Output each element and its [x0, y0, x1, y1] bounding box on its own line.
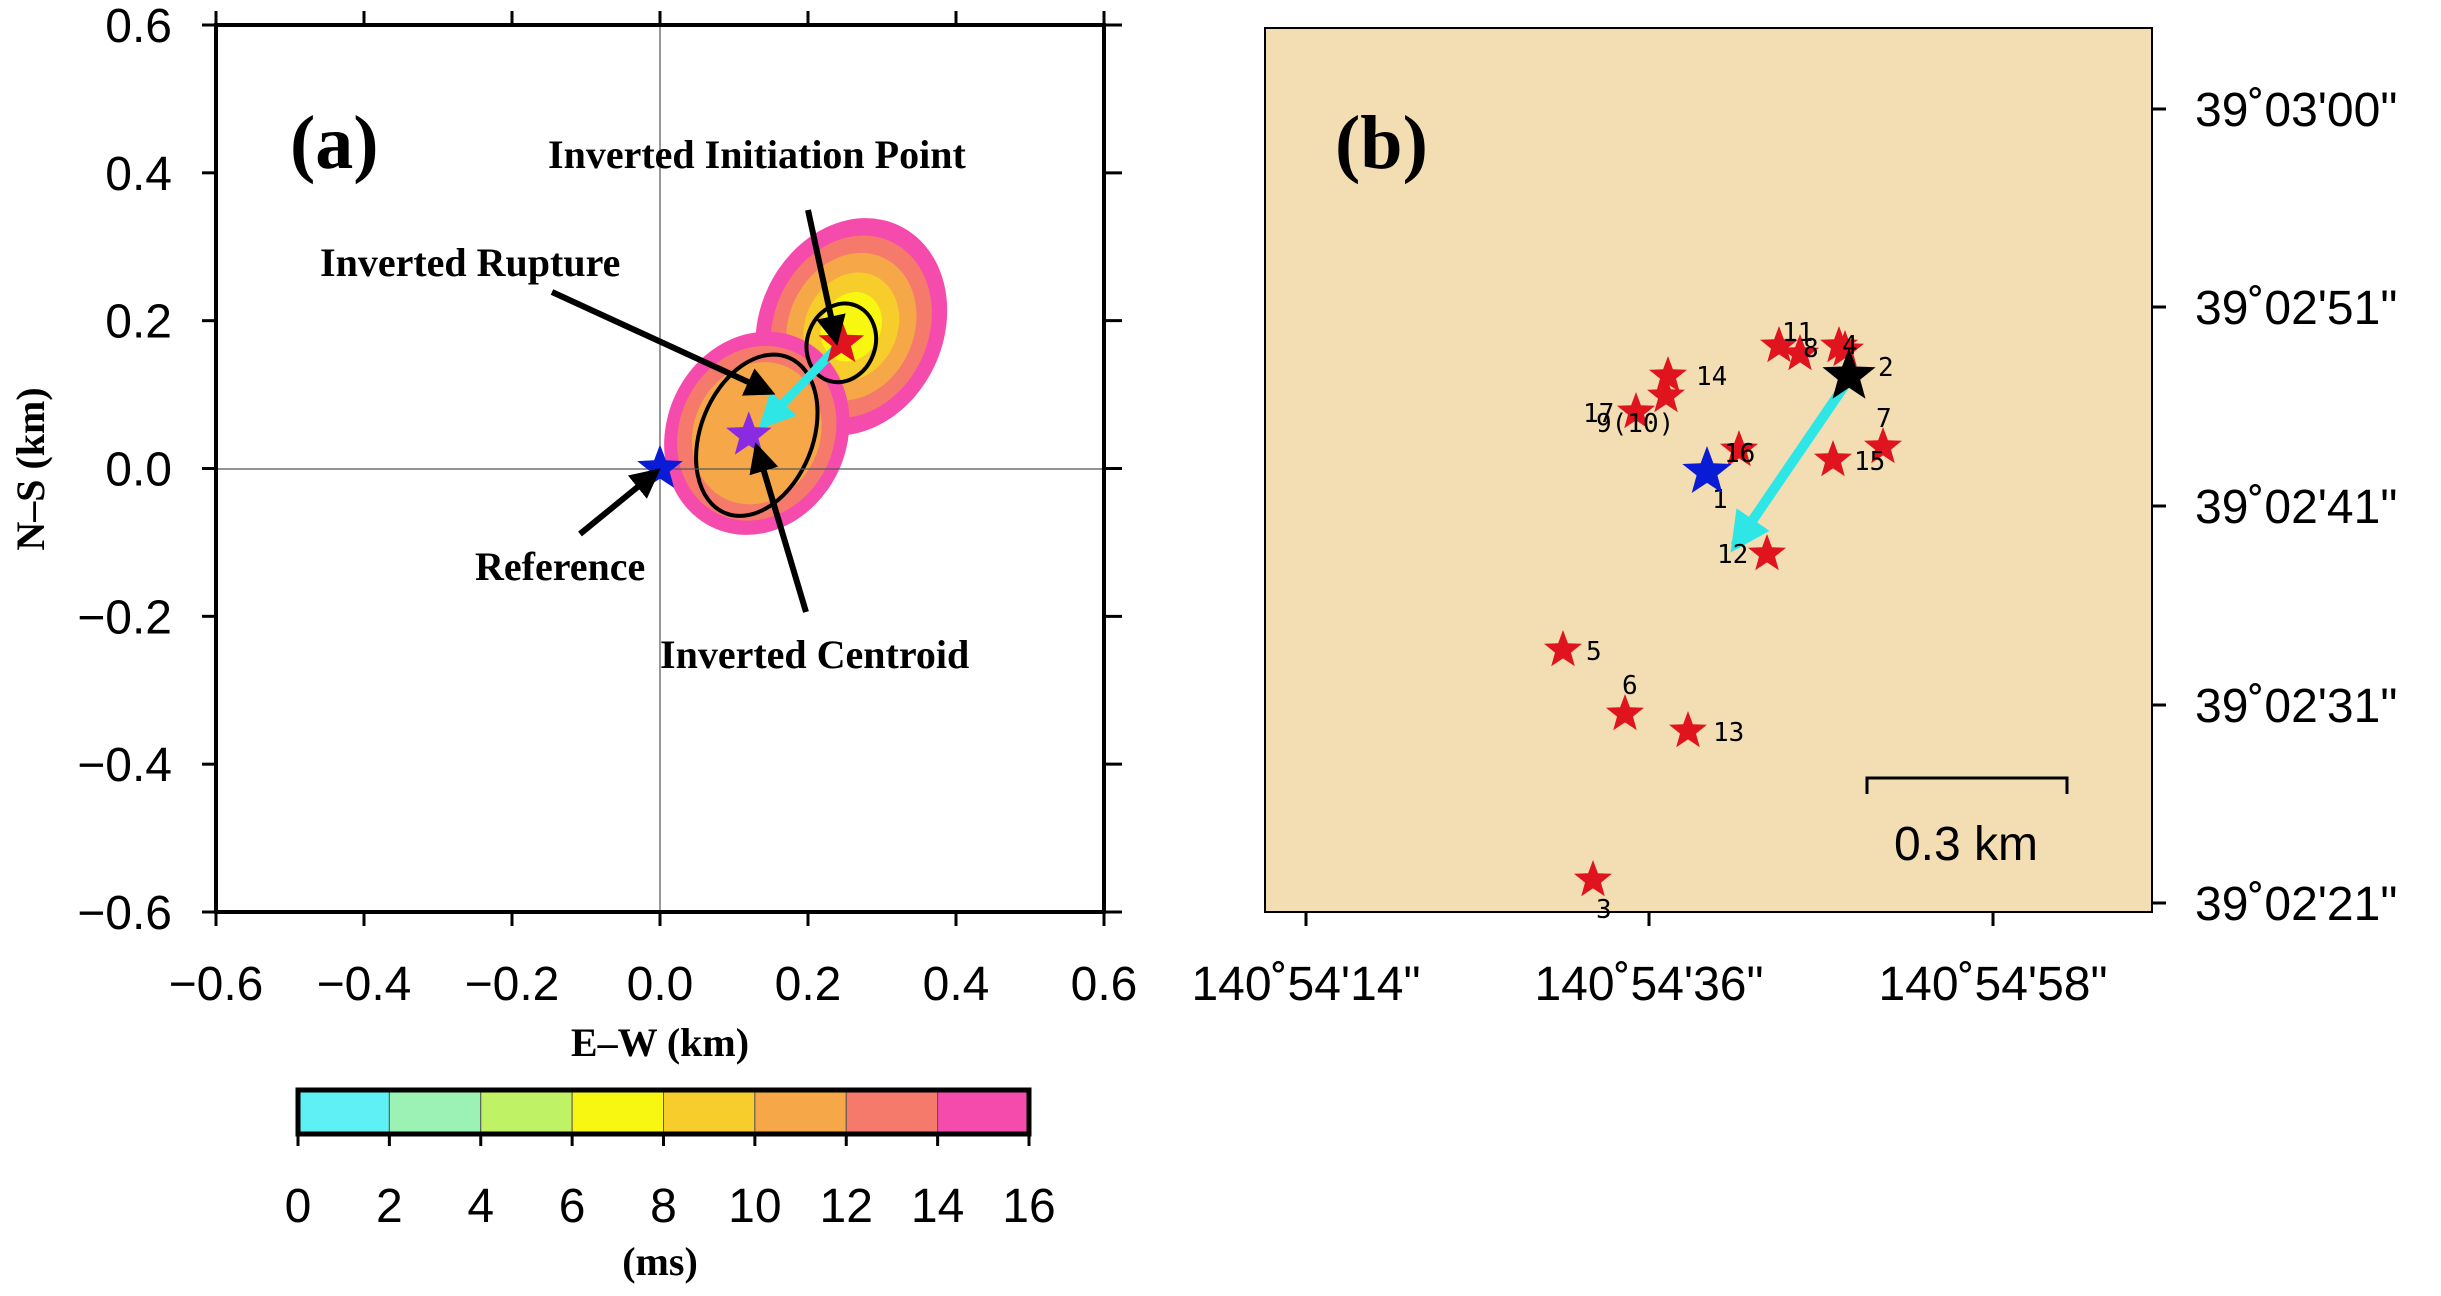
x-tick-label: 0.6 — [1071, 958, 1138, 1011]
colorbar-swatch — [937, 1089, 1030, 1135]
panel-b: 140˚54'14" 140˚54'36" 140˚54'58" 39˚03'00" 3… — [1191, 27, 2397, 1011]
event-label-7: 7 — [1876, 404, 1892, 434]
event-label-17: 17 — [1583, 399, 1614, 429]
colorbar-tick-label: 4 — [467, 1180, 494, 1233]
lon-tick-label: 140˚54'14" — [1191, 958, 1420, 1011]
y-tick-label: −0.6 — [77, 887, 172, 940]
arrow-to-initiation — [805, 209, 846, 346]
panel-b-ticks: 140˚54'14" 140˚54'36" 140˚54'58" 39˚03'00" 3… — [1191, 84, 2397, 1011]
event-label-3: 3 — [1596, 895, 1612, 925]
uncertainty-ellipse-initiation — [804, 301, 879, 385]
scale-bar-label: 0.3 km — [1894, 818, 2038, 871]
y-tick-label: 0.2 — [105, 296, 172, 349]
x-tick-label: −0.4 — [317, 958, 412, 1011]
lat-tick-label: 39˚02'31" — [2195, 680, 2397, 733]
lat-tick-label: 39˚02'21" — [2195, 878, 2397, 931]
event-star-5 — [1544, 630, 1582, 667]
event-star-6 — [1606, 694, 1644, 731]
event-label-8: 8 — [1803, 334, 1819, 364]
x-axis-title: E–W (km) — [571, 1020, 749, 1065]
panel-a-label: (a) — [290, 101, 379, 185]
event-label-13: 13 — [1713, 718, 1744, 748]
colorbar-tick-label: 6 — [559, 1180, 586, 1233]
event-label-1: 1 — [1712, 485, 1728, 515]
arrow-to-centroid — [749, 442, 809, 613]
x-tick-label: 0.2 — [775, 958, 842, 1011]
event-star-11 — [1760, 326, 1798, 363]
colorbar-label: (ms) — [622, 1239, 698, 1284]
event-label-9(10): 9(10) — [1596, 409, 1674, 439]
lat-tick-label: 39˚03'00" — [2195, 84, 2397, 137]
colorbar-tick-label: 0 — [285, 1180, 312, 1233]
x-tick-label: 0.0 — [627, 958, 694, 1011]
annotation-reference: Reference — [475, 544, 645, 589]
event-star-9(10) — [1617, 392, 1655, 429]
colorbar-swatch — [571, 1089, 664, 1135]
event-label-2: 2 — [1878, 353, 1894, 383]
panel-a-ticks: −0.6 −0.4 −0.2 0.0 0.2 0.4 0.6 0.6 0.4 0.2 0.0 −0.2… — [77, 0, 1137, 1011]
event-star-8 — [1781, 334, 1819, 371]
scale-bar: 0.3 km — [1865, 776, 2069, 871]
uncertainty-ellipse-centroid — [694, 352, 820, 518]
annotation-rupture: Inverted Rupture — [320, 240, 620, 285]
event-star-12 — [1748, 534, 1786, 571]
event-label-6: 6 — [1622, 671, 1638, 701]
x-tick-label: −0.6 — [169, 958, 264, 1011]
event-star-7 — [1864, 427, 1902, 464]
colorbar-swatch — [663, 1089, 756, 1135]
panel-b-label: (b) — [1335, 101, 1428, 185]
event-star-15 — [1814, 440, 1852, 477]
colorbar-tick-label: 2 — [376, 1180, 403, 1233]
rupture-arrow — [758, 339, 845, 430]
event-label-11: 11 — [1782, 318, 1813, 348]
colorbar-swatch — [480, 1089, 573, 1135]
event-star-14 — [1649, 356, 1687, 393]
y-tick-label: −0.2 — [77, 591, 172, 644]
colorbar-tick-label: 10 — [728, 1180, 781, 1233]
lat-tick-label: 39˚02'41" — [2195, 481, 2397, 534]
colorbar: 0 2 4 6 8 10 12 14 16 — [285, 1087, 1056, 1233]
annotation-centroid: Inverted Centroid — [660, 632, 969, 677]
colorbar-tick-label: 14 — [911, 1180, 964, 1233]
event-label-5: 5 — [1586, 637, 1602, 667]
reference-star-map — [1682, 446, 1732, 493]
rupture-arrow-map — [1730, 376, 1854, 553]
event-star-3 — [1574, 860, 1612, 897]
lat-tick-label: 39˚02'51" — [2195, 282, 2397, 335]
lon-tick-label: 140˚54'58" — [1878, 958, 2107, 1011]
event-star-13 — [1669, 711, 1707, 748]
annotation-initiation-point: Inverted Initiation Point — [548, 132, 966, 177]
y-tick-label: 0.4 — [105, 148, 172, 201]
event-label-15: 15 — [1854, 447, 1885, 477]
arrow-to-rupture — [550, 289, 776, 396]
x-tick-label: 0.4 — [923, 958, 990, 1011]
colorbar-swatch — [754, 1089, 847, 1135]
lon-tick-label: 140˚54'36" — [1534, 958, 1763, 1011]
panel-a: −0.6 −0.4 −0.2 0.0 0.2 0.4 0.6 0.6 0.4 0.2 0.0 −0.2… — [8, 0, 1137, 1284]
event-label-4: 4 — [1842, 331, 1858, 361]
event-star-17 — [1647, 376, 1685, 413]
initiation-star-map — [1822, 348, 1876, 399]
colorbar-swatch — [388, 1089, 482, 1135]
y-tick-label: 0.6 — [105, 0, 172, 53]
colorbar-tick-label: 12 — [820, 1180, 873, 1233]
colorbar-swatch — [297, 1089, 390, 1135]
arrow-to-reference — [578, 468, 661, 537]
centroid-star — [726, 411, 772, 455]
colorbar-tick-label: 8 — [650, 1180, 677, 1233]
y-axis-title: N–S (km) — [8, 387, 53, 550]
event-star-4 — [1820, 326, 1858, 363]
colorbar-swatch — [845, 1089, 939, 1135]
x-tick-label: −0.2 — [465, 958, 560, 1011]
event-label-12: 12 — [1717, 540, 1748, 570]
y-tick-label: −0.4 — [77, 739, 172, 792]
event-label-14: 14 — [1696, 362, 1727, 392]
colorbar-tick-label: 16 — [1002, 1180, 1055, 1233]
y-tick-label: 0.0 — [105, 444, 172, 497]
event-star-16 — [1720, 430, 1758, 467]
reference-star — [637, 444, 683, 488]
scale-bar-line — [1865, 776, 2069, 794]
